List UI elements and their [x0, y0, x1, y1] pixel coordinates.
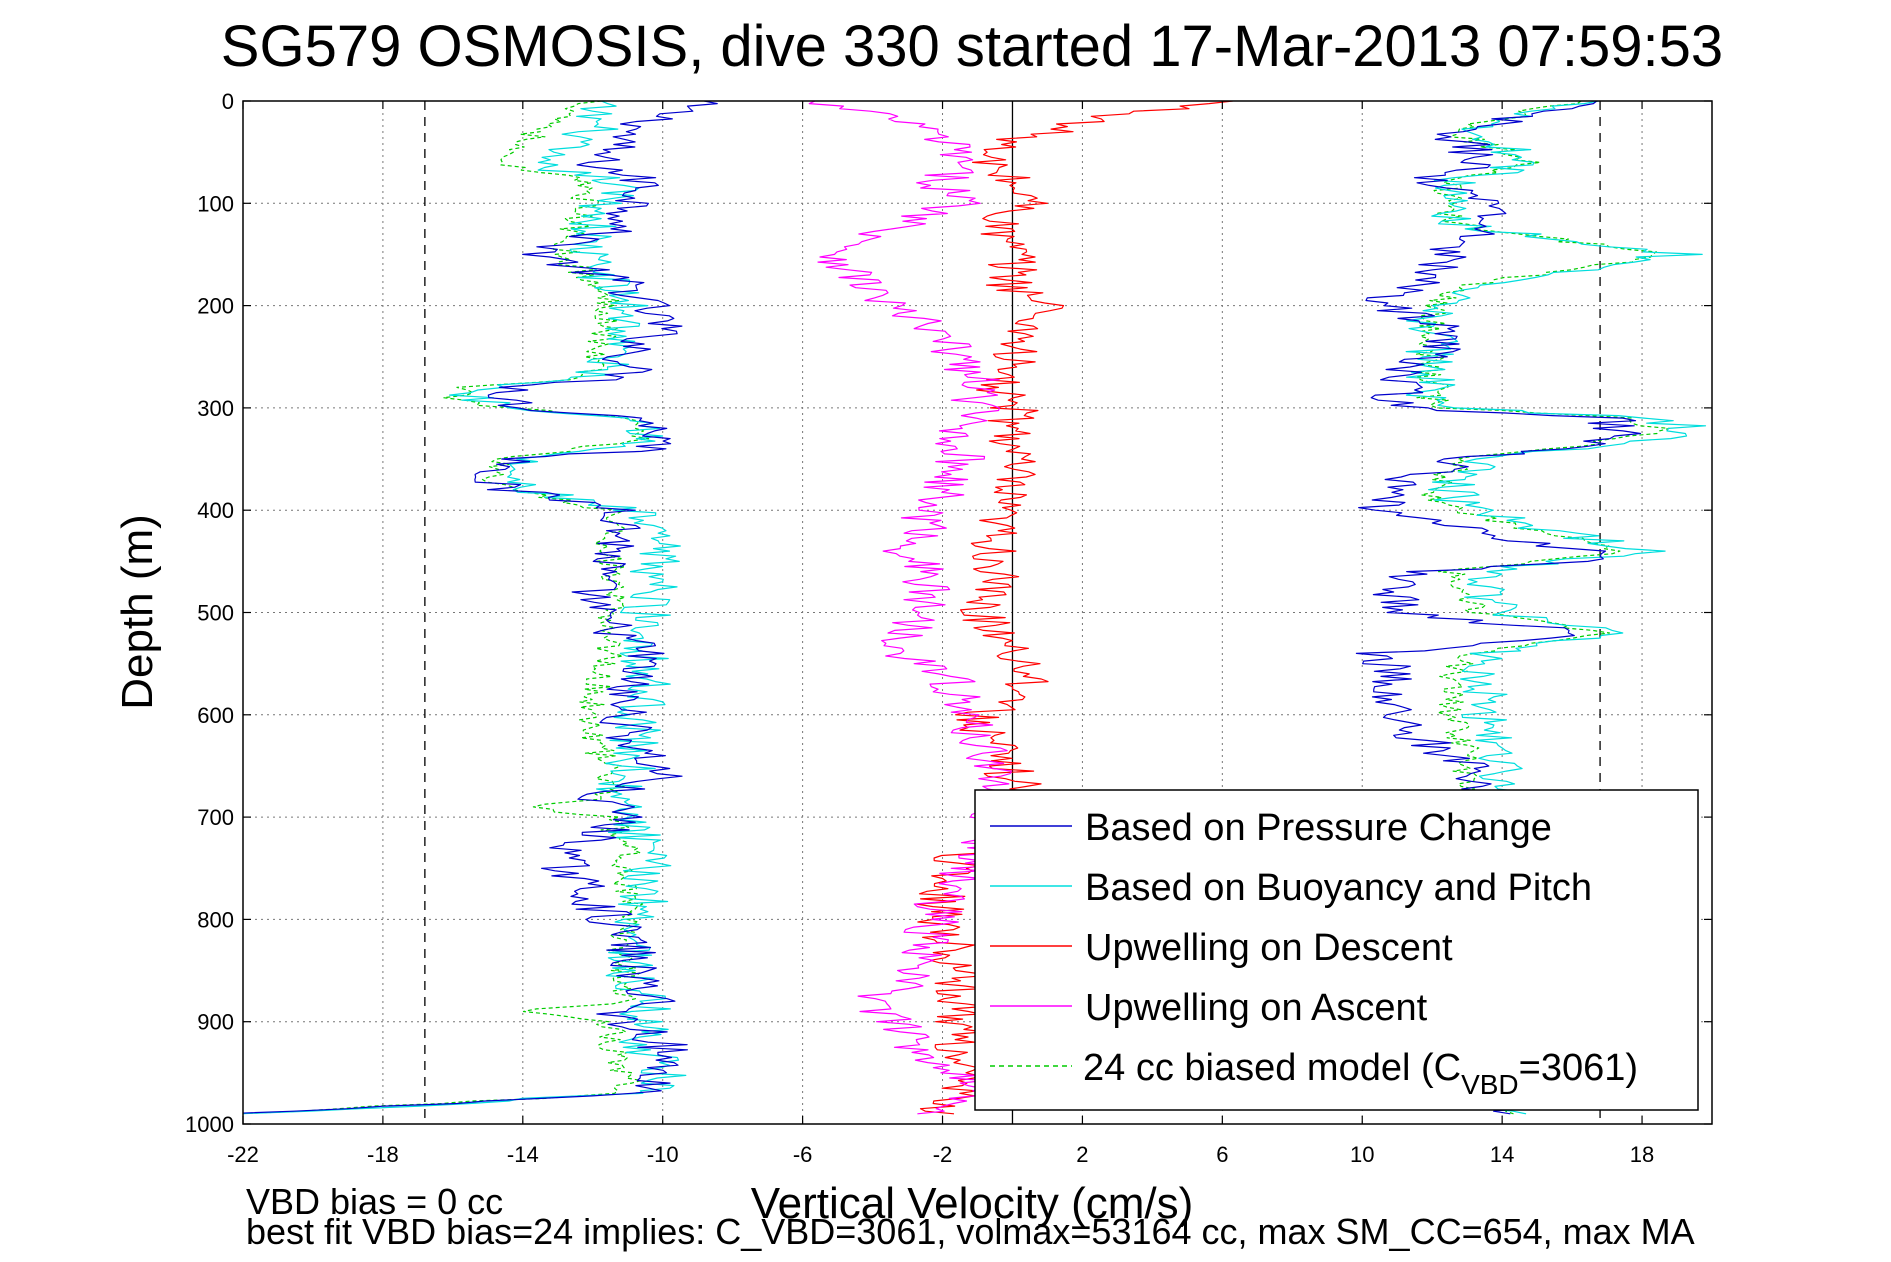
y-tick-label: 400	[197, 498, 234, 523]
x-tick-labels: -22 -18 -14 -10 -6 -2 2 6 10 14 18	[227, 1142, 1654, 1167]
y-tick-label: 600	[197, 703, 234, 728]
x-tick-label: -14	[507, 1142, 539, 1167]
x-tick-label: 2	[1076, 1142, 1088, 1167]
series-layer	[243, 101, 1707, 1115]
x-tick-label: 6	[1216, 1142, 1228, 1167]
axis-ticks	[242, 100, 1712, 1125]
legend-label: 24 cc biased model (CVBD=3061)	[1083, 1047, 1638, 1100]
y-tick-labels: 0 100 200 300 400 500 600 700 800 900 1000	[185, 89, 234, 1137]
y-tick-label: 800	[197, 907, 234, 932]
x-tick-label: -6	[793, 1142, 813, 1167]
legend-label: Based on Buoyancy and Pitch	[1085, 867, 1592, 909]
series-line-3	[808, 101, 1022, 1115]
series-line-2	[916, 101, 1233, 1115]
legend-label: Upwelling on Ascent	[1085, 987, 1428, 1029]
footnote-vbd-bias: VBD bias = 0 cc	[246, 1181, 503, 1222]
x-tick-label: 14	[1490, 1142, 1514, 1167]
legend-entries: Based on Pressure Change Based on Buoyanc…	[990, 807, 1638, 1100]
x-tick-label: -18	[367, 1142, 399, 1167]
y-tick-label: 300	[197, 396, 234, 421]
x-tick-label: -10	[647, 1142, 679, 1167]
footnote-best-fit: best fit VBD bias=24 implies: C_VBD=3061…	[246, 1211, 1695, 1252]
x-tick-label: 10	[1350, 1142, 1374, 1167]
series-line-1	[243, 101, 687, 1115]
x-tick-label: -2	[933, 1142, 953, 1167]
y-tick-label: 700	[197, 805, 234, 830]
series-line-4	[243, 101, 650, 1115]
chart-title: SG579 OSMOSIS, dive 330 started 17-Mar-2…	[221, 14, 1723, 79]
x-tick-label: -22	[227, 1142, 259, 1167]
legend-label: Upwelling on Descent	[1085, 927, 1453, 969]
y-axis-label: Depth (m)	[113, 514, 162, 710]
x-axis-label: Vertical Velocity (cm/s)	[751, 1179, 1194, 1228]
y-tick-label: 100	[197, 191, 234, 216]
legend-box	[974, 789, 1699, 1111]
y-tick-label: 500	[197, 601, 234, 626]
legend-label: Based on Pressure Change	[1085, 807, 1552, 849]
series-line-0	[243, 101, 718, 1114]
y-tick-label: 0	[222, 89, 234, 114]
y-tick-label: 1000	[185, 1112, 234, 1137]
y-tick-label: 900	[197, 1010, 234, 1035]
legend: Based on Pressure Change Based on Buoyanc…	[974, 789, 1699, 1111]
x-tick-label: 18	[1630, 1142, 1654, 1167]
y-tick-label: 200	[197, 294, 234, 319]
